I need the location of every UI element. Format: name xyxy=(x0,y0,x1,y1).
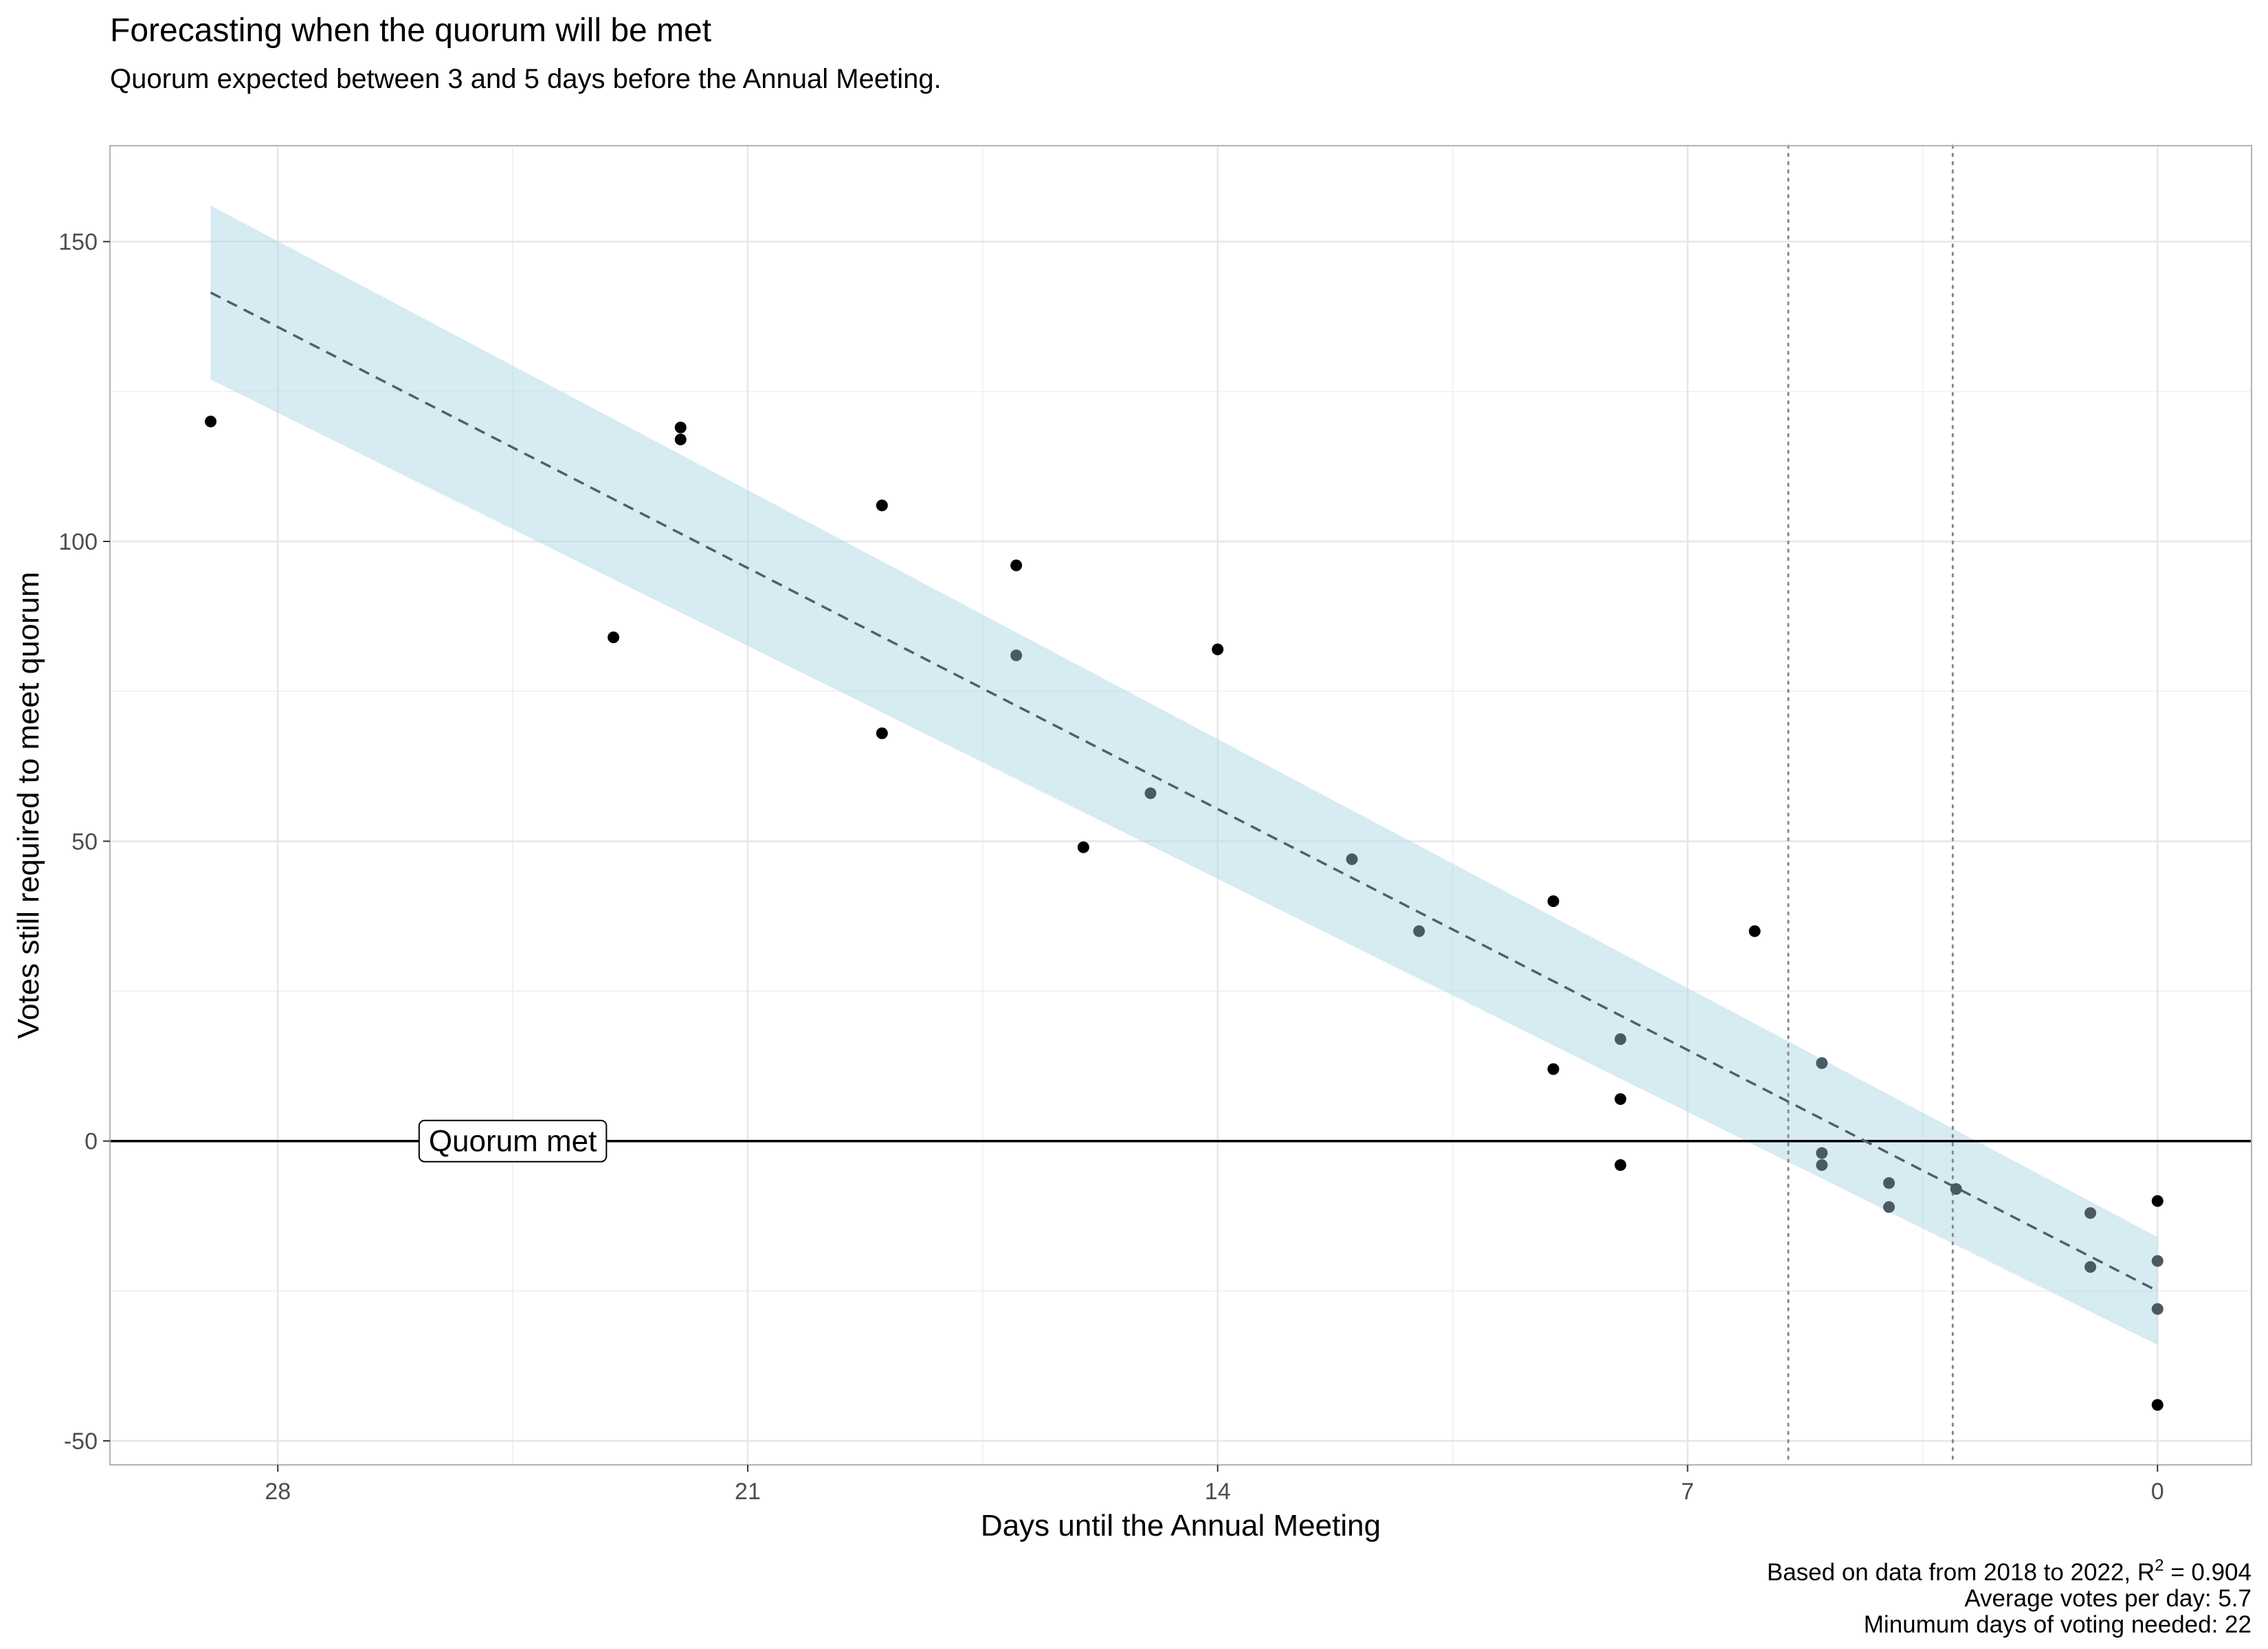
points-layer xyxy=(205,415,2164,1411)
x-axis: 28 21 14 7 0 xyxy=(265,1465,2164,1505)
fit-line-layer xyxy=(210,291,2159,1292)
data-point-16 xyxy=(1614,1093,1627,1106)
data-point-14 xyxy=(1547,1063,1559,1075)
caption-line-1-suffix: = 0.904 xyxy=(2164,1559,2252,1586)
panel-border xyxy=(109,145,2252,1466)
data-point-25 xyxy=(2084,1207,2097,1219)
data-point-22 xyxy=(1883,1177,1895,1189)
data-point-17 xyxy=(1614,1159,1627,1171)
data-point-6 xyxy=(1010,559,1023,572)
caption-line-2: Average votes per day: 5.7 xyxy=(1964,1585,2252,1612)
data-point-12 xyxy=(1413,925,1425,937)
data-point-3 xyxy=(674,434,687,446)
vline-layer xyxy=(1787,144,1954,1466)
data-point-0 xyxy=(205,415,217,427)
caption: Based on data from 2018 to 2022, R2 = 0.… xyxy=(1767,1556,2252,1638)
data-point-11 xyxy=(1346,853,1358,866)
data-point-9 xyxy=(1144,787,1157,800)
data-point-2 xyxy=(674,421,687,434)
caption-r-squared-superscript: 2 xyxy=(2155,1556,2164,1575)
data-point-27 xyxy=(2151,1195,2164,1207)
data-point-24 xyxy=(1950,1183,1962,1196)
y-tick-label-1: 100 xyxy=(58,529,98,555)
data-point-29 xyxy=(2151,1303,2164,1315)
fit-line xyxy=(210,291,2159,1292)
x-tick-label-2: 14 xyxy=(1205,1479,1231,1505)
data-point-28 xyxy=(2151,1255,2164,1267)
data-point-20 xyxy=(1816,1147,1828,1159)
y-tick-label-4: -50 xyxy=(64,1428,98,1455)
data-point-21 xyxy=(1816,1159,1828,1171)
grid-minor xyxy=(110,146,2252,1465)
data-point-19 xyxy=(1816,1057,1828,1069)
quorum-met-annotation: Quorum met xyxy=(418,1119,608,1163)
data-point-13 xyxy=(1547,895,1559,908)
data-point-18 xyxy=(1748,925,1761,937)
y-axis: 150 100 50 0 -50 xyxy=(58,229,110,1455)
x-tick-label-4: 0 xyxy=(2151,1479,2164,1505)
data-point-7 xyxy=(1010,649,1023,662)
y-tick-label-2: 50 xyxy=(71,829,98,855)
data-point-10 xyxy=(1212,643,1224,655)
quorum-met-label: Quorum met xyxy=(429,1125,597,1158)
confidence-band xyxy=(210,205,2158,1345)
caption-line-3: Minumum days of voting needed: 22 xyxy=(1864,1611,2252,1638)
confidence-band-layer xyxy=(210,205,2158,1345)
caption-line-1-prefix: Based on data from 2018 to 2022, R xyxy=(1767,1559,2155,1586)
data-point-30 xyxy=(2151,1399,2164,1411)
data-point-23 xyxy=(1883,1201,1895,1213)
y-tick-label-3: 0 xyxy=(85,1129,98,1155)
data-point-5 xyxy=(876,727,888,739)
y-tick-label-0: 150 xyxy=(58,229,98,256)
data-point-4 xyxy=(876,500,888,512)
chart-subtitle: Quorum expected between 3 and 5 days bef… xyxy=(110,64,942,94)
data-point-26 xyxy=(2084,1261,2097,1273)
data-point-15 xyxy=(1614,1033,1627,1045)
x-axis-label: Days until the Annual Meeting xyxy=(981,1509,1381,1543)
y-axis-label: Votes still required to meet quorum xyxy=(12,572,45,1039)
caption-line-1: Based on data from 2018 to 2022, R2 = 0.… xyxy=(1767,1556,2252,1586)
data-point-8 xyxy=(1077,841,1089,853)
x-tick-label-1: 21 xyxy=(735,1479,761,1505)
quorum-met-label-box xyxy=(418,1119,608,1163)
chart-title: Forecasting when the quorum will be met xyxy=(110,12,711,49)
x-tick-label-0: 28 xyxy=(265,1479,291,1505)
data-point-1 xyxy=(608,631,620,644)
x-tick-label-3: 7 xyxy=(1681,1479,1694,1505)
plot-panel: Quorum met xyxy=(109,144,2252,1466)
